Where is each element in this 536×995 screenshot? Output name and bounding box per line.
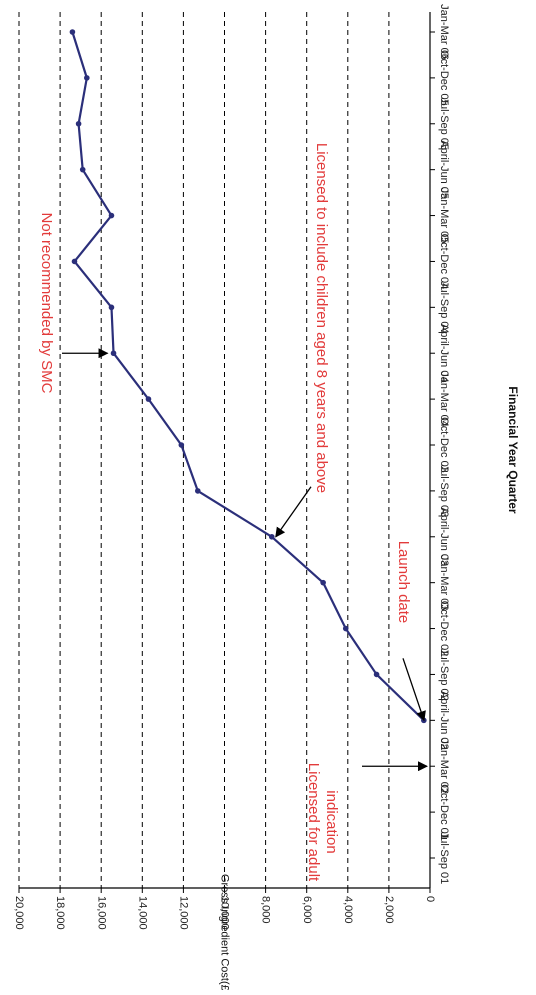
annotation-arrow bbox=[275, 486, 312, 538]
category-tick-label: Oct-Dec 01 bbox=[438, 784, 450, 840]
category-tick-label: Jan-Mar 05 bbox=[438, 188, 450, 244]
series-line bbox=[71, 31, 425, 722]
data-point bbox=[75, 120, 82, 127]
annotation-label: indication bbox=[323, 790, 340, 853]
value-tick-label: 14,000 bbox=[136, 896, 148, 930]
data-point bbox=[145, 396, 152, 402]
value-tick-label: 0 bbox=[424, 896, 436, 902]
category-tick-label: Jan-Mar 06 bbox=[438, 4, 450, 60]
data-point bbox=[268, 533, 275, 540]
category-tick-label: Jul-Sep 01 bbox=[438, 832, 450, 885]
value-tick-label: 2,000 bbox=[383, 896, 395, 924]
data-point bbox=[79, 166, 86, 173]
value-tick-label: 20,000 bbox=[13, 896, 25, 930]
category-tick-label: Jul-Sep 04 bbox=[438, 281, 450, 334]
category-tick-label: Oct-Dec 04 bbox=[438, 234, 450, 290]
category-tick-label: Oct-Dec 05 bbox=[438, 50, 450, 106]
category-tick-label: Jul-Sep 05 bbox=[438, 97, 450, 150]
value-tick-label: 18,000 bbox=[54, 896, 66, 930]
value-tick-label: 10,000 bbox=[219, 896, 231, 930]
category-tick-label: April-Jun 03 bbox=[438, 507, 450, 566]
annotation-label: Licensed to include children aged 8 year… bbox=[313, 143, 330, 493]
category-tick-label: April-Jun 04 bbox=[438, 324, 450, 383]
category-tick-label: Oct-Dec 03 bbox=[438, 417, 450, 473]
data-point bbox=[178, 442, 185, 448]
data-point bbox=[71, 258, 78, 265]
annotation-label: Launch date bbox=[395, 541, 412, 624]
value-tick-label: 12,000 bbox=[177, 896, 189, 930]
category-tick-label: Jul-Sep 02 bbox=[438, 648, 450, 701]
category-tick-label: Oct-Dec 02 bbox=[438, 601, 450, 657]
value-tick-label: 6,000 bbox=[301, 896, 313, 924]
data-point bbox=[69, 29, 76, 35]
data-point bbox=[108, 212, 115, 219]
annotation-arrow bbox=[402, 658, 426, 722]
y-axis-title: Gross Ingredient Cost(£'s) bbox=[219, 874, 231, 990]
annotation-label: Not recommended by SMC bbox=[38, 213, 55, 394]
value-tick-label: 16,000 bbox=[95, 896, 107, 930]
x-axis-title: Financial Year Quarter bbox=[506, 386, 520, 514]
data-point bbox=[84, 75, 90, 81]
category-tick-label: Jan-Mar 04 bbox=[438, 371, 450, 427]
value-tick-label: 8,000 bbox=[260, 896, 272, 924]
category-tick-label: Jan-Mar 03 bbox=[438, 555, 450, 611]
category-tick-label: April-Jun 02 bbox=[438, 691, 450, 750]
data-point bbox=[373, 671, 380, 678]
annotation-label: Licensed for adult bbox=[305, 763, 322, 882]
category-tick-label: Jul-Sep 03 bbox=[438, 465, 450, 518]
data-point bbox=[108, 304, 115, 311]
data-point bbox=[194, 488, 201, 494]
category-tick-label: Jan-Mar 02 bbox=[438, 738, 450, 794]
data-point bbox=[320, 579, 326, 586]
value-tick-label: 4,000 bbox=[342, 896, 354, 924]
data-point bbox=[342, 625, 349, 632]
data-point bbox=[110, 350, 117, 357]
category-tick-label: April-Jun 05 bbox=[438, 140, 450, 199]
